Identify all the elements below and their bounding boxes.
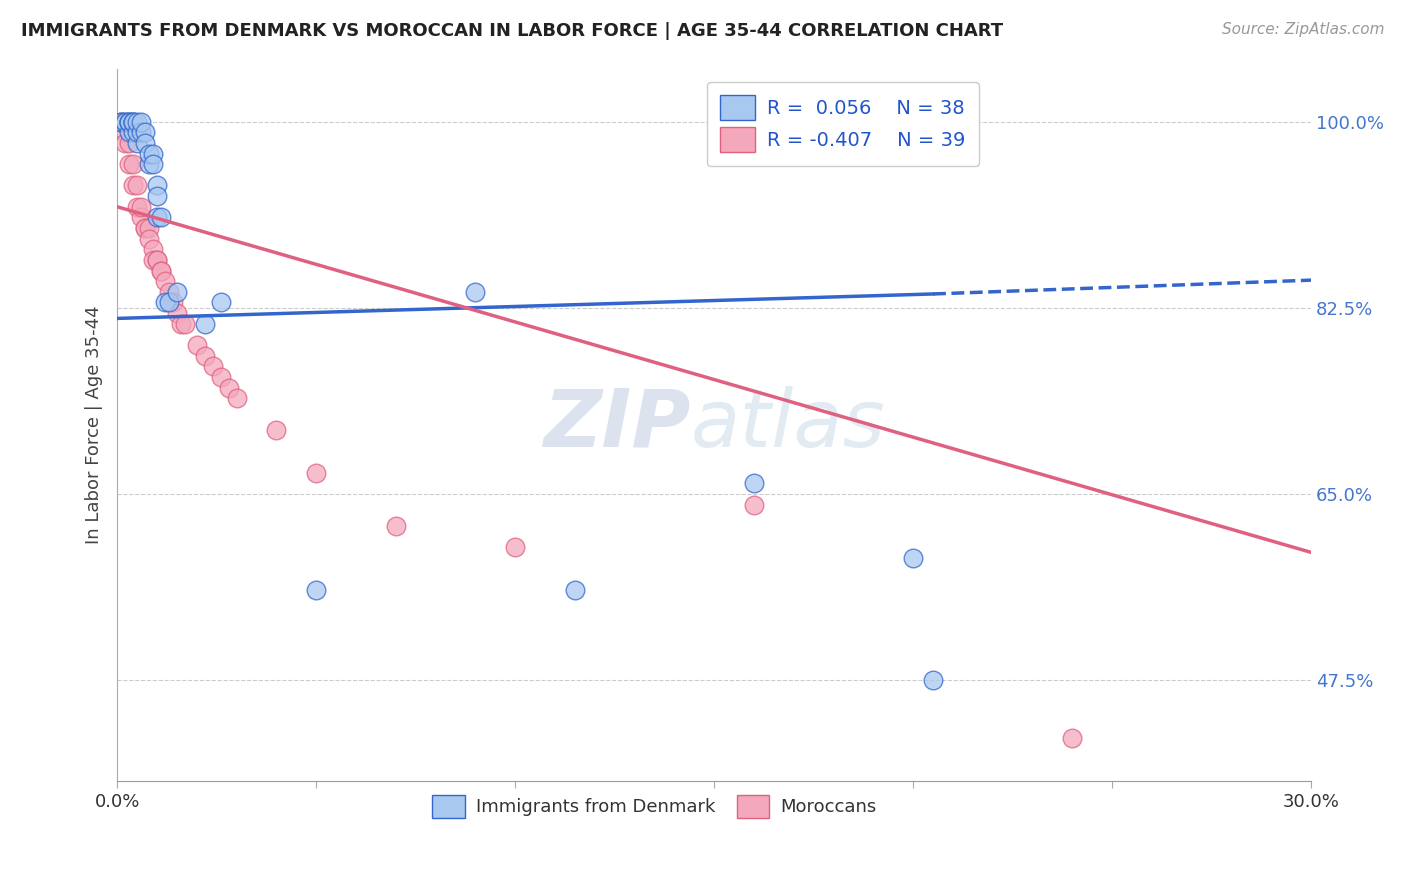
Point: [118, 125, 141, 139]
Point: [305, 582, 328, 597]
Point: [134, 125, 156, 139]
Point: [173, 317, 195, 331]
Point: [122, 125, 145, 139]
Point: [118, 114, 141, 128]
Point: [114, 136, 136, 150]
Point: [142, 252, 165, 267]
Point: [142, 146, 165, 161]
Point: [142, 242, 165, 256]
Point: [134, 221, 156, 235]
Point: [209, 370, 232, 384]
Point: [194, 349, 217, 363]
Point: [166, 285, 188, 299]
Point: [157, 285, 180, 299]
Point: [127, 125, 149, 139]
Point: [134, 136, 156, 150]
Point: [146, 252, 169, 267]
Text: ZIP: ZIP: [543, 385, 690, 464]
Point: [129, 125, 152, 139]
Point: [118, 157, 141, 171]
Text: IMMIGRANTS FROM DENMARK VS MOROCCAN IN LABOR FORCE | AGE 35-44 CORRELATION CHART: IMMIGRANTS FROM DENMARK VS MOROCCAN IN L…: [21, 22, 1004, 40]
Point: [218, 380, 240, 394]
Point: [166, 306, 188, 320]
Text: Source: ZipAtlas.com: Source: ZipAtlas.com: [1222, 22, 1385, 37]
Point: [118, 114, 141, 128]
Point: [138, 232, 160, 246]
Point: [149, 263, 172, 277]
Point: [1062, 731, 1084, 746]
Point: [129, 114, 152, 128]
Legend: Immigrants from Denmark, Moroccans: Immigrants from Denmark, Moroccans: [425, 788, 883, 825]
Point: [118, 114, 141, 128]
Point: [138, 221, 160, 235]
Point: [146, 189, 169, 203]
Point: [146, 178, 169, 193]
Point: [503, 540, 526, 554]
Point: [464, 285, 486, 299]
Point: [209, 295, 232, 310]
Point: [922, 673, 945, 687]
Point: [146, 211, 169, 225]
Point: [110, 114, 132, 128]
Point: [122, 114, 145, 128]
Point: [114, 114, 136, 128]
Point: [901, 550, 924, 565]
Point: [118, 136, 141, 150]
Point: [201, 359, 224, 374]
Point: [149, 263, 172, 277]
Point: [153, 295, 176, 310]
Point: [129, 211, 152, 225]
Point: [114, 125, 136, 139]
Point: [146, 252, 169, 267]
Point: [162, 295, 184, 310]
Point: [153, 274, 176, 288]
Point: [266, 423, 288, 437]
Point: [127, 136, 149, 150]
Point: [186, 338, 208, 352]
Point: [138, 157, 160, 171]
Point: [114, 114, 136, 128]
Point: [194, 317, 217, 331]
Point: [122, 178, 145, 193]
Point: [110, 114, 132, 128]
Point: [149, 211, 172, 225]
Point: [384, 518, 406, 533]
Point: [564, 582, 586, 597]
Point: [305, 466, 328, 480]
Point: [122, 114, 145, 128]
Point: [127, 200, 149, 214]
Point: [134, 221, 156, 235]
Point: [170, 317, 193, 331]
Point: [127, 178, 149, 193]
Point: [129, 200, 152, 214]
Point: [225, 391, 247, 405]
Point: [742, 498, 765, 512]
Text: atlas: atlas: [690, 385, 884, 464]
Point: [122, 157, 145, 171]
Point: [142, 157, 165, 171]
Point: [110, 114, 132, 128]
Point: [127, 114, 149, 128]
Point: [742, 476, 765, 491]
Point: [138, 146, 160, 161]
Point: [157, 295, 180, 310]
Point: [122, 114, 145, 128]
Y-axis label: In Labor Force | Age 35-44: In Labor Force | Age 35-44: [86, 305, 103, 544]
